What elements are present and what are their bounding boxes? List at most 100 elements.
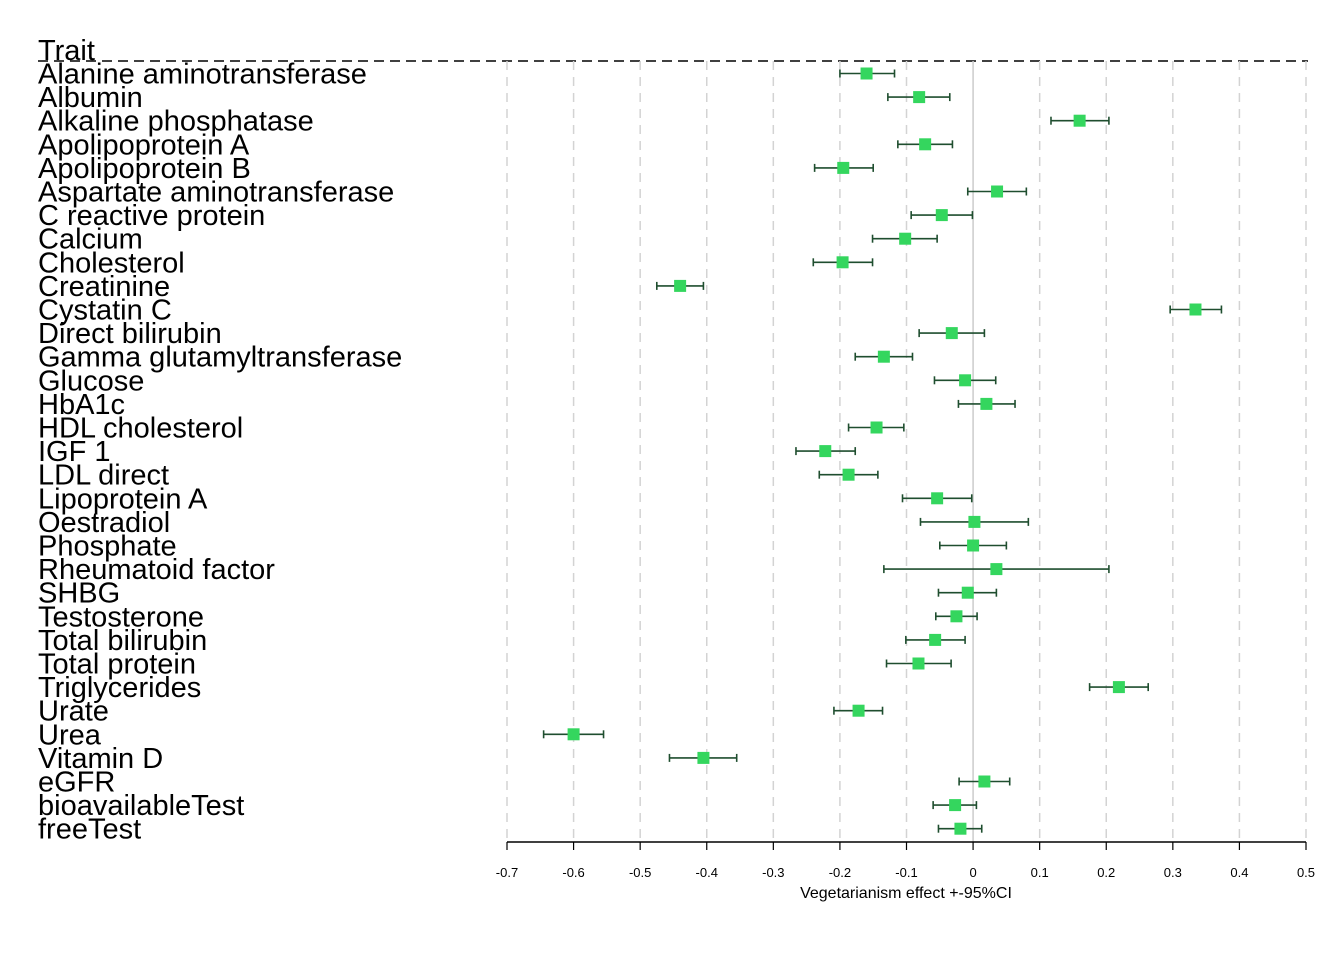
- trait-label: Total bilirubin: [38, 625, 207, 657]
- trait-row: Total bilirubin: [38, 625, 966, 657]
- trait-row: Alkaline phosphatase: [38, 106, 1110, 138]
- point-estimate: [967, 539, 980, 552]
- x-tick-label: -0.2: [829, 865, 851, 880]
- trait-row: LDL direct: [38, 460, 879, 492]
- trait-row: eGFR: [38, 767, 1011, 799]
- x-tick-label: 0.1: [1031, 865, 1049, 880]
- trait-row: Glucose: [38, 365, 997, 397]
- trait-label: Oestradiol: [38, 507, 170, 539]
- trait-label: C reactive protein: [38, 200, 265, 232]
- trait-label: Aspartate aminotransferase: [38, 177, 394, 209]
- trait-label: Apolipoprotein A: [38, 129, 250, 161]
- trait-row: C reactive protein: [38, 200, 974, 232]
- trait-row: Rheumatoid factor: [38, 554, 1110, 586]
- trait-row: bioavailableTest: [38, 790, 978, 822]
- point-estimate: [919, 138, 932, 151]
- point-estimate: [990, 563, 1003, 576]
- x-tick-label: -0.3: [762, 865, 784, 880]
- trait-row: HbA1c: [38, 389, 1016, 421]
- point-estimate: [1112, 681, 1125, 694]
- trait-label: IGF 1: [38, 436, 111, 468]
- x-tick-label: 0.2: [1097, 865, 1115, 880]
- trait-row: freeTest: [38, 814, 983, 846]
- point-estimate: [929, 633, 942, 646]
- trait-row: Creatinine: [38, 271, 705, 303]
- trait-label: Apolipoprotein B: [38, 153, 251, 185]
- trait-label: Alanine aminotransferase: [38, 59, 367, 91]
- point-estimate: [931, 492, 944, 505]
- trait-row: Vitamin D: [38, 743, 738, 775]
- point-estimate: [959, 374, 972, 387]
- trait-label: Glucose: [38, 365, 144, 397]
- point-estimate: [1189, 303, 1202, 316]
- trait-row: Apolipoprotein B: [38, 153, 875, 185]
- trait-row: Phosphate: [38, 531, 1008, 563]
- x-tick-label: 0.5: [1297, 865, 1315, 880]
- trait-label: Direct bilirubin: [38, 318, 222, 350]
- point-estimate: [852, 704, 865, 717]
- x-tick-label: 0.4: [1230, 865, 1248, 880]
- point-estimate: [860, 67, 873, 80]
- trait-row: Total protein: [38, 649, 952, 681]
- trait-label: LDL direct: [38, 460, 169, 492]
- point-estimate: [842, 468, 855, 481]
- trait-label: SHBG: [38, 578, 120, 610]
- x-tick-label: -0.1: [895, 865, 917, 880]
- trait-label: Vitamin D: [38, 743, 163, 775]
- point-estimate: [991, 185, 1004, 198]
- trait-row: Lipoprotein A: [38, 483, 973, 515]
- point-estimate: [877, 350, 890, 363]
- trait-label: Creatinine: [38, 271, 170, 303]
- trait-label: Cystatin C: [38, 295, 172, 327]
- trait-row: Alanine aminotransferase: [38, 59, 896, 91]
- trait-row: Direct bilirubin: [38, 318, 986, 350]
- point-estimate: [567, 728, 580, 741]
- point-estimate: [949, 799, 962, 812]
- trait-row: Apolipoprotein A: [38, 129, 954, 161]
- trait-label: Urate: [38, 696, 109, 728]
- x-tick-label: -0.6: [562, 865, 584, 880]
- trait-row: Albumin: [38, 82, 951, 114]
- trait-row: Testosterone: [38, 601, 978, 633]
- trait-label: Urea: [38, 719, 102, 751]
- trait-label: eGFR: [38, 767, 115, 799]
- x-tick-label: 0: [969, 865, 976, 880]
- point-estimate: [950, 610, 963, 623]
- x-tick-label: 0.3: [1164, 865, 1182, 880]
- point-estimate: [912, 657, 925, 670]
- trait-label: Phosphate: [38, 531, 177, 563]
- point-estimate: [837, 161, 850, 174]
- trait-row: Gamma glutamyltransferase: [38, 342, 914, 374]
- point-estimate: [913, 91, 926, 104]
- trait-label: Testosterone: [38, 601, 204, 633]
- point-estimate: [978, 775, 991, 788]
- point-estimate: [870, 421, 883, 434]
- trait-label: Total protein: [38, 649, 196, 681]
- point-estimate: [954, 822, 967, 835]
- trait-row: IGF 1: [38, 436, 857, 468]
- trait-label: Cholesterol: [38, 247, 185, 279]
- trait-row: Cystatin C: [38, 295, 1223, 327]
- trait-row: Oestradiol: [38, 507, 1030, 539]
- trait-label: Rheumatoid factor: [38, 554, 275, 586]
- trait-label: freeTest: [38, 814, 141, 846]
- vertical-grid: [506, 61, 1307, 842]
- trait-row: Urate: [38, 696, 884, 728]
- trait-label: HbA1c: [38, 389, 125, 421]
- point-estimate: [945, 327, 958, 340]
- point-estimate: [935, 209, 948, 222]
- trait-label: Alkaline phosphatase: [38, 106, 314, 138]
- point-estimate: [980, 397, 993, 410]
- trait-label: bioavailableTest: [38, 790, 244, 822]
- trait-label: Calcium: [38, 224, 143, 256]
- trait-row: Triglycerides: [38, 672, 1149, 704]
- trait-rows: Alanine aminotransferaseAlbuminAlkaline …: [38, 59, 1223, 846]
- x-axis-title: Vegetarianism effect +-95%CI: [800, 885, 1012, 902]
- trait-row: SHBG: [38, 578, 998, 610]
- point-estimate: [899, 232, 912, 245]
- point-estimate: [968, 515, 981, 528]
- point-estimate: [836, 256, 849, 269]
- trait-row: Urea: [38, 719, 605, 751]
- trait-label: Gamma glutamyltransferase: [38, 342, 402, 374]
- trait-row: Calcium: [38, 224, 938, 256]
